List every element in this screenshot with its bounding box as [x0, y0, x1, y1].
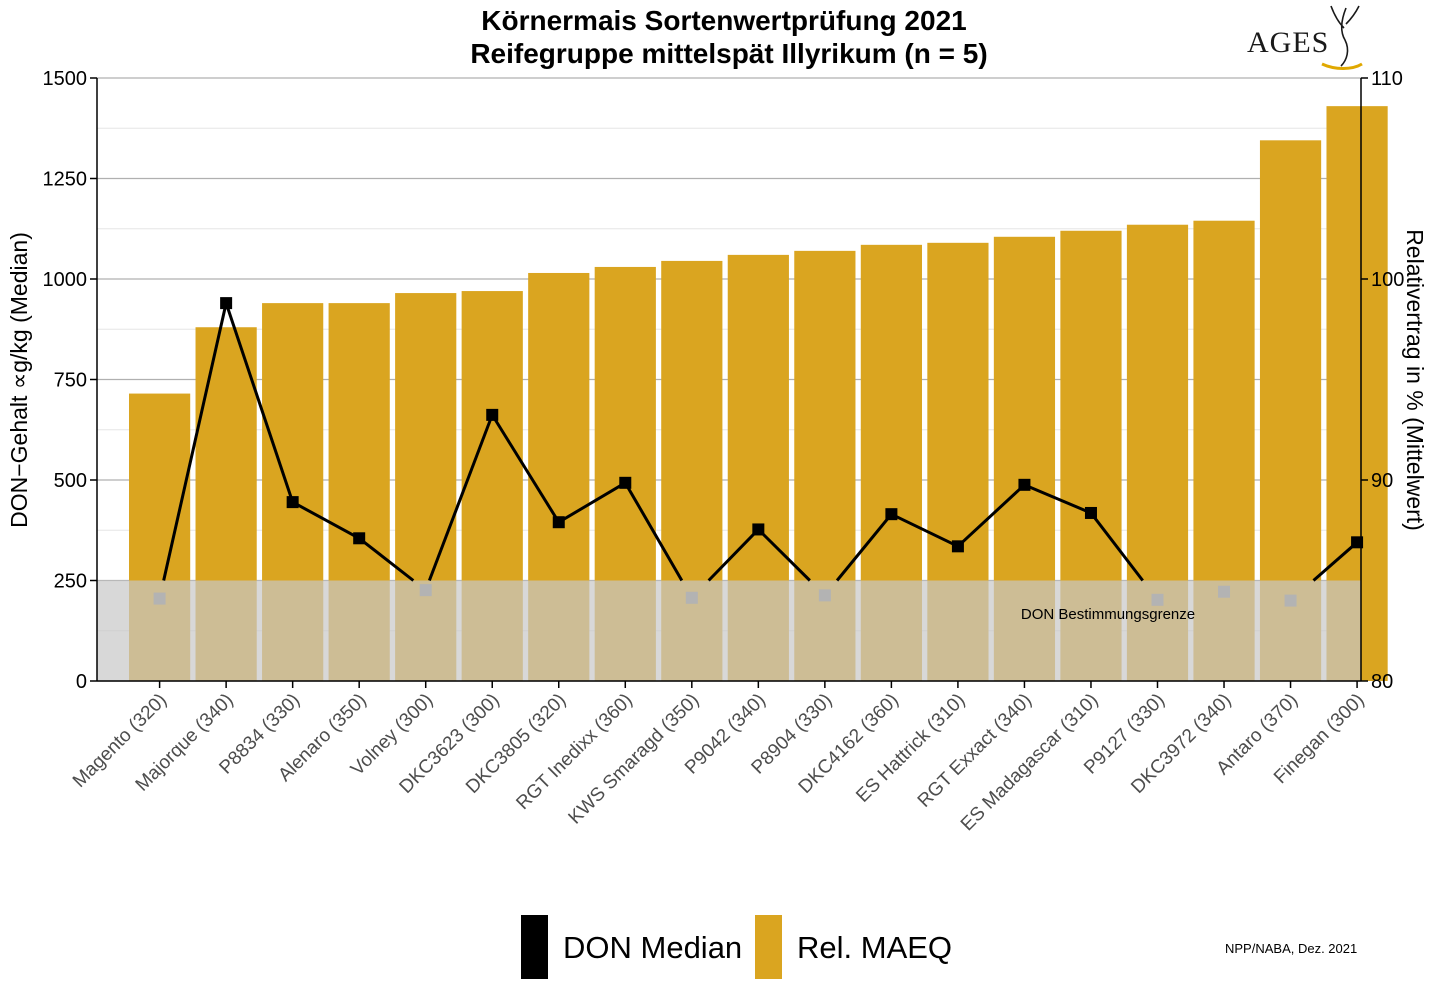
- don-point: [220, 297, 233, 310]
- don-point: [1084, 506, 1097, 519]
- logo-swoosh-icon: [1321, 62, 1363, 70]
- don-point: [1151, 593, 1164, 606]
- don-point: [1351, 536, 1364, 549]
- y-left-tick-label: 1250: [43, 169, 88, 191]
- don-point: [353, 532, 366, 545]
- don-point: [419, 584, 432, 597]
- line-segment: [707, 528, 760, 582]
- line-segment: [1312, 541, 1359, 582]
- line-segment: [757, 528, 811, 582]
- y-right-tick-label: 100: [1371, 269, 1404, 291]
- line-segment: [427, 414, 494, 582]
- don-point: [685, 591, 698, 604]
- don-point: [885, 508, 898, 521]
- x-axis-ticks: Magento (320)Majorque (340)P8834 (330)Al…: [69, 681, 1369, 835]
- x-tick-label: KWS Smaragd (350): [565, 690, 704, 829]
- line-segment: [623, 482, 684, 582]
- don-point: [1284, 594, 1297, 607]
- line-segment: [1089, 512, 1144, 582]
- line-segment: [162, 302, 228, 581]
- y-left-tick-label: 1000: [43, 269, 88, 291]
- y-right-tick-label: 90: [1371, 470, 1393, 492]
- chart-title: Körnermais Sortenwertprüfung 2021: [481, 5, 966, 36]
- detection-limit-band: [97, 580, 1361, 681]
- line-segment: [224, 302, 295, 503]
- line-segment: [835, 513, 893, 582]
- line-segment: [1023, 483, 1092, 515]
- don-median-line: [153, 297, 1364, 607]
- don-point: [752, 523, 765, 536]
- chart-subtitle: Reifegruppe mittelspät Illyrikum (n = 5): [470, 38, 987, 69]
- line-segment: [557, 481, 627, 524]
- don-point: [1018, 478, 1031, 491]
- don-point: [818, 589, 831, 602]
- x-tick-label: RGT Inedixx (360): [512, 690, 636, 814]
- y-right-tick-label: 110: [1371, 68, 1403, 90]
- line-segment: [890, 512, 959, 548]
- logo-figure-icon: [1330, 5, 1360, 67]
- y-left-tick-label: 0: [76, 671, 87, 693]
- line-segment: [358, 537, 415, 582]
- don-point: [1218, 585, 1231, 598]
- source-credit: NPP/NABA, Dez. 2021: [1225, 941, 1357, 956]
- don-point: [486, 408, 499, 421]
- line-segment: [291, 500, 360, 540]
- ages-logo: AGES: [1247, 5, 1363, 70]
- legend-label-rel-maeq: Rel. MAEQ: [797, 930, 952, 965]
- don-point: [552, 516, 565, 529]
- line-segment: [490, 414, 561, 524]
- don-point: [619, 476, 632, 489]
- line-segment: [956, 483, 1026, 548]
- logo-text: AGES: [1247, 26, 1329, 59]
- y-left-tick-label: 1500: [43, 68, 88, 90]
- y-left-tick-label: 250: [54, 571, 87, 593]
- y-right-tick-label: 80: [1371, 671, 1393, 693]
- don-point: [286, 496, 299, 509]
- y-left-tick-label: 500: [54, 470, 87, 492]
- left-axis-ticks: 0 250 500 750 1000 1250 1500: [43, 68, 97, 693]
- legend: DON Median Rel. MAEQ: [521, 915, 952, 979]
- y-axis-right-label: Relativertrag in % (Mittelwert): [1402, 229, 1428, 531]
- x-tick-label: RGT Exxact (340): [914, 690, 1036, 812]
- right-axis-ticks: 80 90 100 110: [1361, 68, 1404, 693]
- don-point: [951, 540, 964, 553]
- legend-label-don-median: DON Median: [563, 930, 742, 965]
- legend-swatch-rel-maeq: [755, 915, 782, 979]
- legend-swatch-don-median: [521, 915, 548, 979]
- y-left-tick-label: 750: [54, 370, 87, 392]
- detection-limit-label: DON Bestimmungsgrenze: [1021, 606, 1195, 623]
- don-point: [153, 592, 166, 605]
- y-axis-left-label: DON−Gehalt ∝g/kg (Median): [6, 232, 32, 528]
